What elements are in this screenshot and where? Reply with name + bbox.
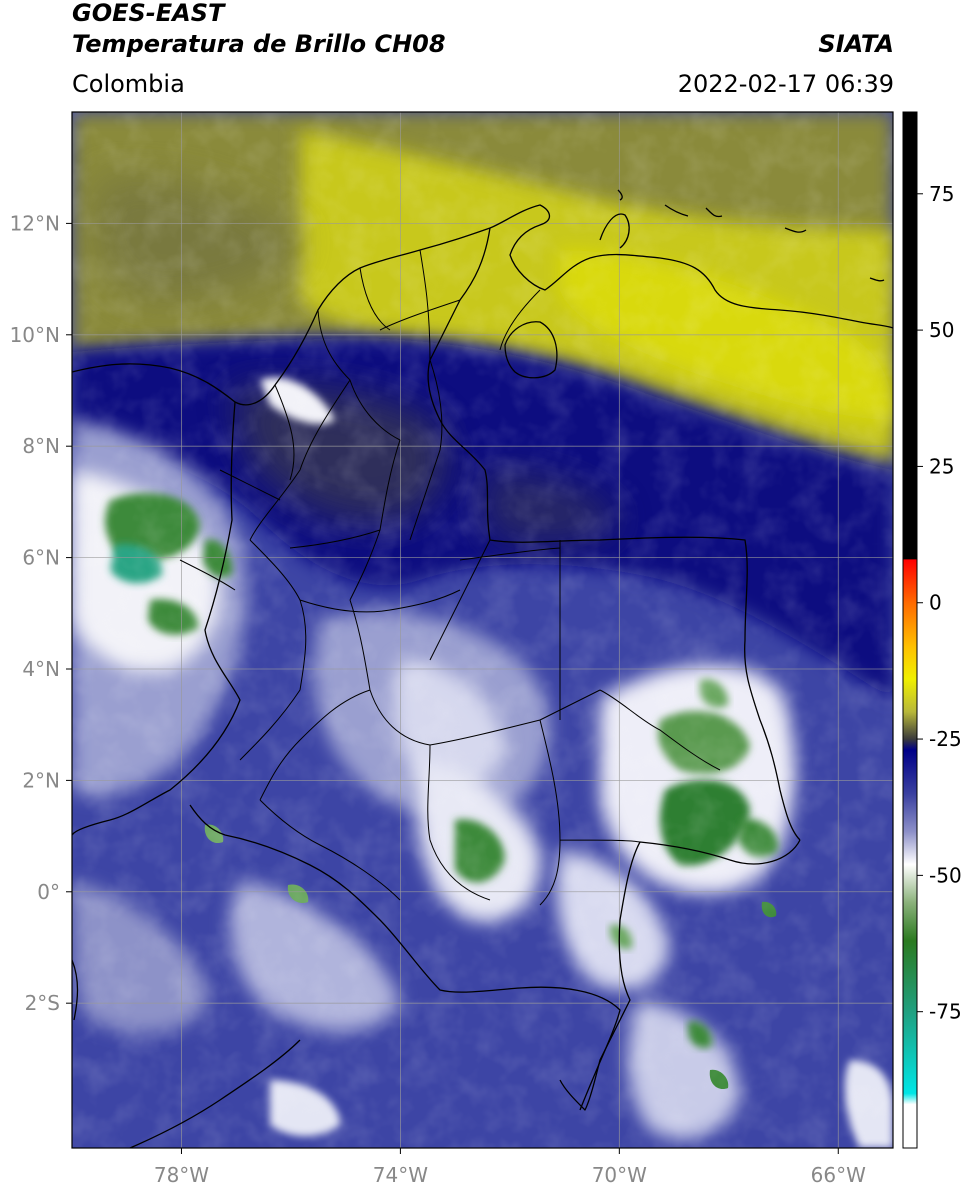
agency-label: SIATA — [818, 30, 894, 58]
lon-tick-label: 66°W — [811, 1163, 866, 1187]
lon-tick-label: 78°W — [154, 1163, 209, 1187]
lat-tick-label: 12°N — [10, 211, 60, 235]
colombia-peru-border — [189, 804, 621, 1111]
islands — [617, 189, 885, 282]
brightness-temperature-imagery — [72, 112, 893, 1148]
lat-tick-label: 8°N — [22, 434, 60, 458]
satellite-title: GOES-EAST — [72, 0, 225, 27]
lat-tick-label: 2°S — [25, 991, 60, 1015]
political-boundaries — [72, 189, 893, 1148]
lat-tick-label: 10°N — [10, 323, 60, 347]
colorbar-tick-label: -50 — [929, 863, 962, 887]
region-label: Colombia — [72, 70, 185, 98]
lat-tick-label: 4°N — [22, 657, 60, 681]
colorbar-tick-label: -25 — [929, 727, 962, 751]
latitude-ticks: 12°N 10°N 8°N 6°N 4°N 2°N 0° 2°S — [10, 211, 72, 1015]
lat-lon-grid — [72, 112, 893, 1148]
colorbar-tick-label: 25 — [929, 454, 954, 478]
colorbar-scale — [902, 111, 918, 1149]
pacific-coastline — [72, 401, 241, 836]
lat-tick-label: 6°N — [22, 546, 60, 570]
colorbar-tick-label: -75 — [929, 1000, 962, 1024]
colombia-brazil-border — [559, 839, 801, 1111]
lon-tick-label: 74°W — [373, 1163, 428, 1187]
colorbar-ticks: 75 50 25 0 -25 -50 -75 — [917, 182, 962, 1024]
lake-maracaibo — [504, 321, 558, 379]
colorbar: 75 50 25 0 -25 -50 -75 — [902, 111, 962, 1149]
map-frame — [71, 111, 894, 1149]
lat-tick-label: 0° — [37, 880, 60, 904]
colorbar-tick-label: 50 — [929, 318, 954, 342]
peninsula-paraguana — [599, 213, 630, 249]
datetime-label: 2022-02-17 06:39 — [677, 70, 894, 98]
lat-tick-label: 2°N — [22, 768, 60, 792]
colorbar-tick-label: 75 — [929, 182, 954, 206]
longitude-ticks: 78°W 74°W 70°W 66°W — [154, 1148, 866, 1187]
product-title: Temperatura de Brillo CH08 — [72, 30, 446, 58]
lon-tick-label: 70°W — [592, 1163, 647, 1187]
colorbar-tick-label: 0 — [929, 591, 942, 615]
ecuador-coast — [72, 959, 301, 1148]
department-boundaries — [179, 249, 721, 906]
caribbean-coastline — [72, 204, 893, 406]
